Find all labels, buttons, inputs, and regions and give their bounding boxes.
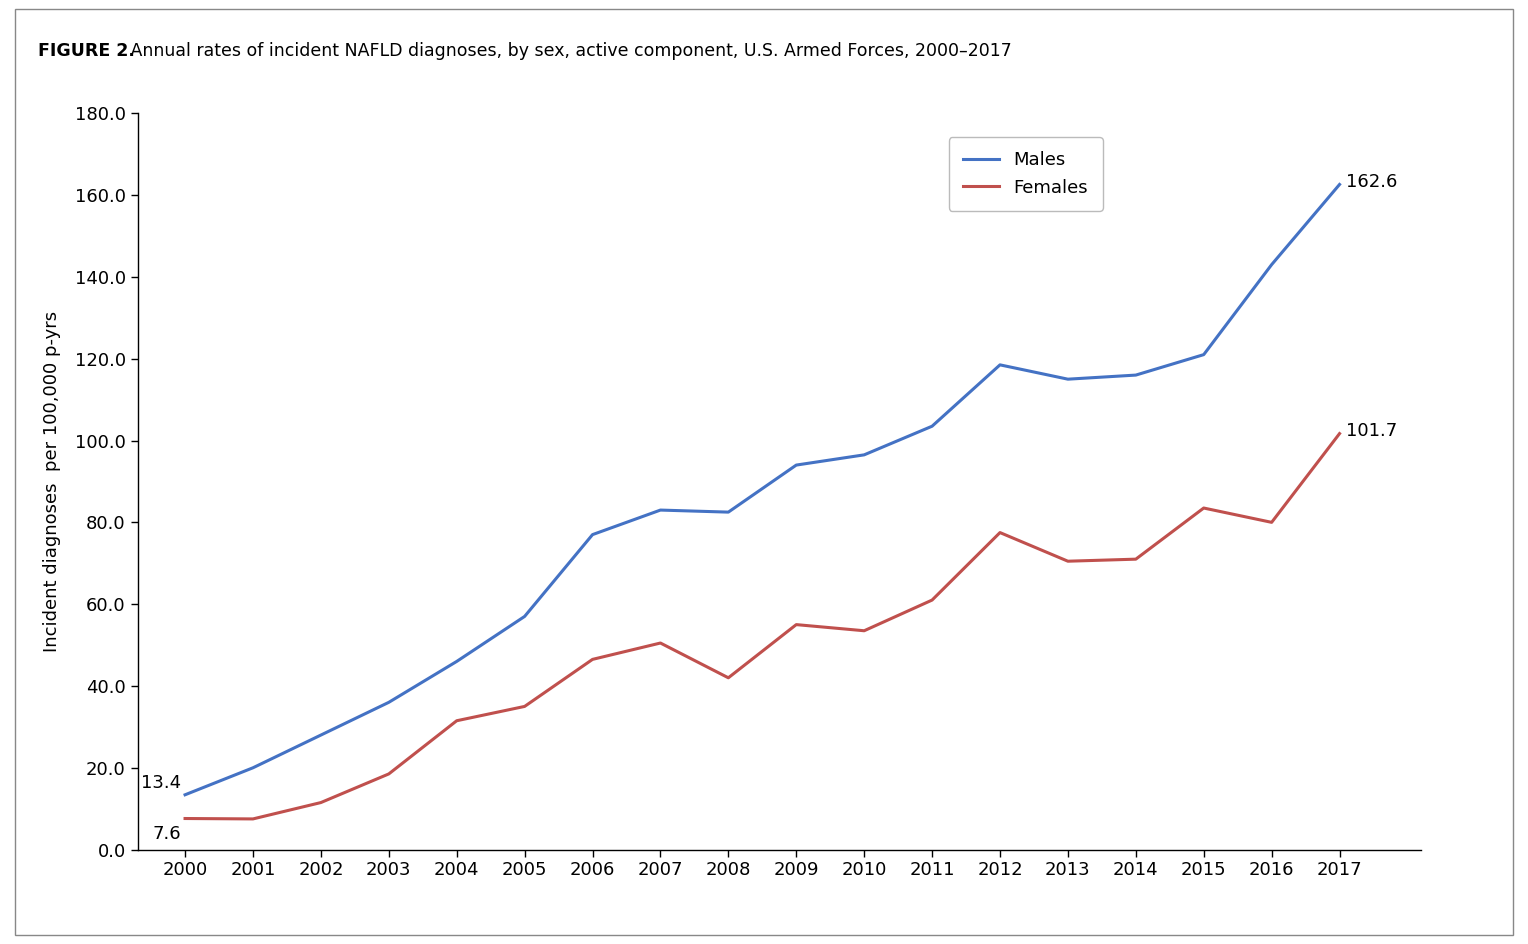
Females <box>244 814 263 825</box>
Line: Males: Males <box>185 184 1340 795</box>
Males <box>990 359 1008 370</box>
Males <box>515 611 533 622</box>
Text: FIGURE 2.: FIGURE 2. <box>38 42 134 60</box>
Females <box>584 653 602 665</box>
Y-axis label: Incident diagnoses  per 100,000 p-yrs: Incident diagnoses per 100,000 p-yrs <box>43 311 61 652</box>
Males <box>244 762 263 773</box>
Females <box>1331 428 1349 439</box>
Females <box>720 672 738 683</box>
Females <box>312 797 330 808</box>
Females <box>515 700 533 712</box>
Males <box>787 460 805 471</box>
Males <box>720 506 738 517</box>
Males <box>651 504 669 515</box>
Males <box>923 420 941 431</box>
Males <box>1262 259 1280 270</box>
Males <box>1195 349 1213 361</box>
Males <box>1126 369 1144 380</box>
Females <box>1126 553 1144 565</box>
Text: 162.6: 162.6 <box>1346 174 1398 192</box>
Line: Females: Females <box>185 433 1340 819</box>
Females <box>856 625 874 636</box>
Females <box>990 527 1008 538</box>
Females <box>379 768 397 780</box>
Males <box>856 449 874 461</box>
Males <box>312 730 330 741</box>
Females <box>923 595 941 606</box>
Males <box>1331 178 1349 190</box>
Females <box>651 637 669 649</box>
Females <box>787 619 805 631</box>
Text: 101.7: 101.7 <box>1346 422 1398 440</box>
Females <box>176 813 194 824</box>
Females <box>1059 555 1077 566</box>
Males <box>379 697 397 708</box>
Females <box>1195 502 1213 514</box>
Males <box>176 789 194 801</box>
Males <box>448 656 466 667</box>
Legend: Males, Females: Males, Females <box>949 137 1103 211</box>
Males <box>1059 374 1077 385</box>
Females <box>448 716 466 727</box>
Text: Annual rates of incident NAFLD diagnoses, by sex, active component, U.S. Armed F: Annual rates of incident NAFLD diagnoses… <box>125 42 1012 60</box>
Text: 13.4: 13.4 <box>141 774 180 792</box>
Text: 7.6: 7.6 <box>153 825 180 843</box>
Males <box>584 529 602 540</box>
Females <box>1262 516 1280 528</box>
